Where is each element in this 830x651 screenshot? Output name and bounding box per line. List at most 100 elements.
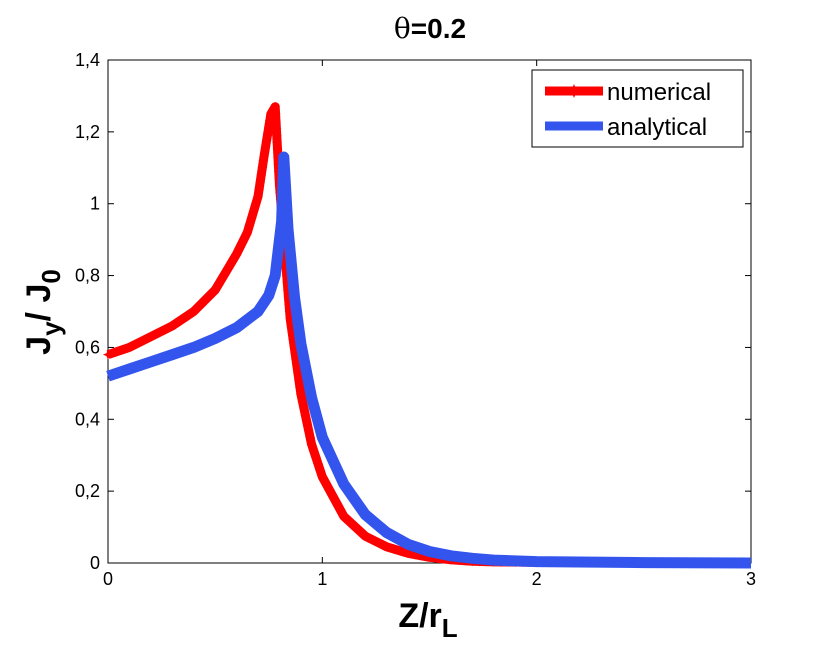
data-point-numerical <box>246 213 257 224</box>
y-axis-label: Jy/ J0 <box>20 269 66 355</box>
data-point-numerical <box>263 122 274 133</box>
data-point-numerical <box>293 375 304 386</box>
data-point-numerical <box>131 338 142 349</box>
data-point-numerical <box>424 552 435 563</box>
data-point-numerical <box>310 452 321 463</box>
data-point-numerical <box>272 137 283 148</box>
data-point-numerical <box>231 249 242 260</box>
data-point-numerical <box>272 152 283 163</box>
data-point-numerical <box>280 256 291 267</box>
data-point-numerical <box>224 260 235 271</box>
data-point-numerical <box>183 310 194 321</box>
data-point-numerical <box>354 526 365 537</box>
data-point-numerical <box>262 128 273 139</box>
data-point-numerical <box>167 320 178 331</box>
data-point-numerical <box>254 184 265 195</box>
data-point-numerical <box>317 471 328 482</box>
data-point-numerical <box>213 278 224 289</box>
data-point-numerical <box>281 270 292 281</box>
data-point-numerical <box>320 478 331 489</box>
data-point-numerical <box>138 335 149 346</box>
data-point-numerical <box>410 549 421 560</box>
y-tick-label: 0 <box>90 553 100 573</box>
data-point-numerical <box>288 334 299 345</box>
x-tick-label: 0 <box>103 569 113 589</box>
data-point-numerical <box>287 327 298 338</box>
data-point-numerical <box>153 328 164 339</box>
data-point-numerical <box>403 548 414 559</box>
data-point-numerical <box>388 543 399 554</box>
data-point-numerical <box>300 410 311 421</box>
data-point-numerical <box>257 162 268 173</box>
x-tick-label: 1 <box>317 569 327 589</box>
title-value: =0.2 <box>411 13 466 44</box>
data-point-numerical <box>248 205 259 216</box>
series-line-analytical <box>106 151 752 569</box>
y-tick-label: 1,4 <box>75 50 100 70</box>
data-point-numerical <box>188 306 199 317</box>
data-point-numerical <box>381 541 392 552</box>
y-tick-label: 1 <box>90 194 100 214</box>
legend-box <box>531 69 744 148</box>
data-point-numerical <box>217 272 228 283</box>
data-point-numerical <box>261 135 272 146</box>
data-point-numerical <box>271 123 282 134</box>
x-axis-label-sub: L <box>442 613 458 643</box>
y-axis-label-sub2: 0 <box>36 269 66 283</box>
data-point-numerical <box>283 292 294 303</box>
data-point-numerical <box>272 144 283 155</box>
y-tick-label: 0,8 <box>75 266 100 286</box>
data-point-numerical <box>290 347 301 358</box>
y-axis-label-j2: J <box>20 284 58 303</box>
y-tick-label: 0,4 <box>75 409 100 429</box>
data-point-numerical <box>160 324 171 335</box>
data-point-numerical <box>253 191 264 202</box>
data-point-numerical <box>258 155 269 166</box>
data-point-numerical <box>395 546 406 557</box>
y-axis-label-j1: J <box>20 336 58 355</box>
data-point-numerical <box>110 347 121 358</box>
data-point-numerical <box>244 220 255 231</box>
data-point-numerical <box>295 389 306 400</box>
title-theta: θ <box>394 12 411 45</box>
data-point-numerical <box>270 101 281 112</box>
data-point-numerical <box>367 534 378 545</box>
data-point-numerical <box>282 277 293 288</box>
data-point-numerical <box>289 341 300 352</box>
data-point-numerical <box>331 498 342 509</box>
legend-label-analytical: analytical <box>607 114 707 141</box>
data-point-numerical <box>259 148 270 159</box>
data-point-numerical <box>117 344 128 355</box>
data-point-numerical <box>360 531 371 542</box>
data-point-numerical <box>305 432 316 443</box>
data-point-numerical <box>292 368 303 379</box>
data-point-numerical <box>308 445 319 456</box>
data-point-numerical <box>302 417 313 428</box>
data-point-numerical <box>281 263 292 274</box>
data-point-numerical <box>124 342 135 353</box>
data-point-numerical <box>286 320 297 331</box>
data-point-numerical <box>298 403 309 414</box>
x-tick-label: 2 <box>532 569 542 589</box>
data-point-numerical <box>315 465 326 476</box>
data-point-numerical <box>250 198 261 209</box>
data-point-numerical <box>194 301 205 312</box>
data-point-numerical <box>199 295 210 306</box>
y-axis-label-sub1: y <box>36 321 66 336</box>
data-point-numerical <box>271 130 282 141</box>
y-axis-label-sep: / <box>20 303 58 322</box>
legend-marker-numerical <box>567 84 581 98</box>
y-tick-label: 0,2 <box>75 481 100 501</box>
chart-title: θ=0.2 <box>394 12 466 45</box>
data-point-numerical <box>328 491 339 502</box>
data-point-numerical <box>178 313 189 324</box>
y-tick-label: 0,6 <box>75 337 100 357</box>
data-point-numerical <box>145 331 156 342</box>
data-point-numerical <box>313 458 324 469</box>
data-point-numerical <box>285 313 296 324</box>
data-point-numerical <box>172 317 183 328</box>
data-point-numerical <box>284 299 295 310</box>
y-tick-label: 1,2 <box>75 122 100 142</box>
data-point-numerical <box>103 349 113 360</box>
